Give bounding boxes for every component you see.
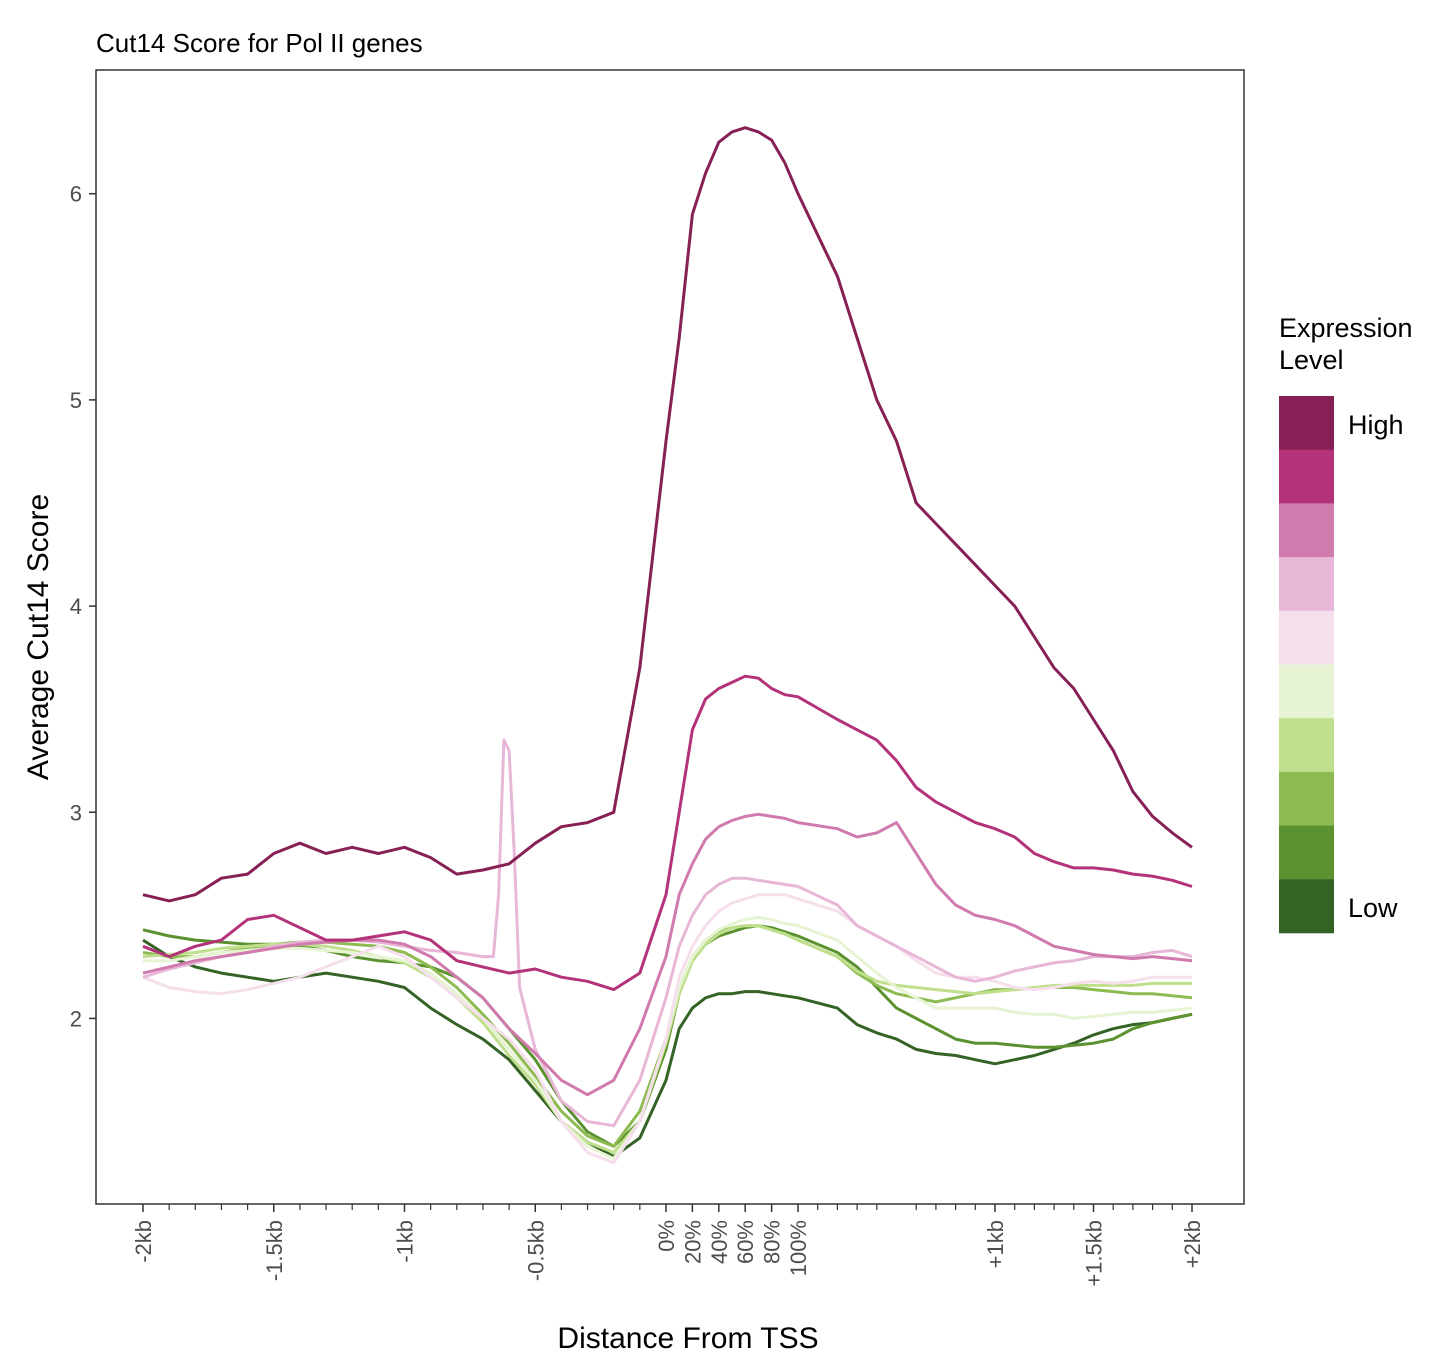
x-tick-label: 20% (680, 1220, 705, 1264)
x-tick-label: 40% (707, 1220, 732, 1264)
plot-panel-border (95, 69, 1245, 1205)
legend-swatch (1279, 503, 1334, 558)
legend-title-line2: Level (1279, 345, 1344, 375)
series-line-6 (143, 915, 1193, 1161)
x-tick-label: 60% (733, 1220, 758, 1264)
legend-swatch (1279, 557, 1334, 612)
x-tick-label: -1.5kb (262, 1220, 287, 1281)
series-line-3 (142, 812, 1193, 1097)
legend-swatch (1279, 879, 1334, 934)
series-line-4 (142, 738, 1193, 1128)
series-line-10 (142, 938, 1193, 1159)
legend-swatch (1279, 396, 1334, 450)
legend-low-label: Low (1348, 893, 1398, 923)
x-tick-label: +2kb (1180, 1220, 1205, 1268)
x-tick-label: +1kb (983, 1220, 1008, 1268)
legend: Expression Level High Low (1279, 313, 1420, 934)
y-tick-label: 2 (70, 1006, 82, 1031)
legend-title-line1: Expression (1279, 313, 1413, 343)
legend-swatch (1279, 449, 1334, 504)
x-tick-label: -0.5kb (523, 1220, 548, 1281)
series-line-5 (142, 893, 1192, 1165)
y-tick-label: 5 (70, 388, 82, 413)
legend-swatch (1279, 718, 1334, 773)
y-axis: 2 3 4 5 6 (70, 182, 96, 1031)
chart-title: Cut14 Score for Pol II genes (96, 28, 423, 58)
x-tick-label: 100% (786, 1220, 811, 1276)
y-axis-title: Average Cut14 Score (22, 494, 55, 780)
legend-swatch (1279, 610, 1334, 665)
plot-lines (142, 126, 1193, 1165)
y-tick-label: 3 (70, 800, 82, 825)
series-line-2 (142, 674, 1193, 992)
legend-swatch (1279, 825, 1334, 880)
series-line-1 (142, 126, 1193, 903)
x-tick-label: 0% (654, 1220, 679, 1252)
legend-swatches (1279, 396, 1334, 934)
x-tick-label: -2kb (131, 1220, 156, 1263)
x-tick-label: -1kb (393, 1220, 418, 1263)
x-axis: -2kb -1.5kb -1kb -0.5kb 0% 20% 40% 60% 80% 100% +1… (131, 1204, 1205, 1287)
x-tick-label: +1.5kb (1082, 1220, 1107, 1287)
x-tick-label: 80% (760, 1220, 785, 1264)
legend-title: Expression Level (1279, 313, 1420, 375)
x-axis-title: Distance From TSS (557, 1322, 818, 1355)
legend-swatch (1279, 771, 1334, 826)
y-tick-label: 6 (70, 182, 82, 207)
legend-swatch (1279, 664, 1334, 719)
series-line-9 (142, 924, 1193, 1148)
legend-high-label: High (1348, 410, 1404, 440)
y-tick-label: 4 (70, 594, 82, 619)
